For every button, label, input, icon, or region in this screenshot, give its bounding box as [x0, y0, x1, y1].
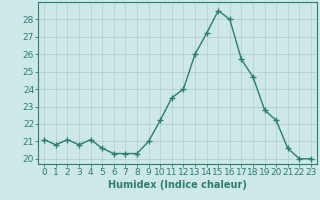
X-axis label: Humidex (Indice chaleur): Humidex (Indice chaleur): [108, 180, 247, 190]
